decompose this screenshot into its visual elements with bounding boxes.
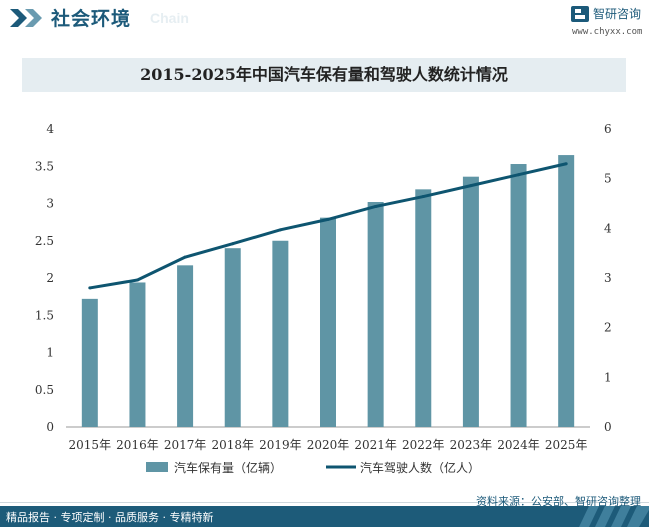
bar xyxy=(510,164,527,427)
left-tick-label: 2 xyxy=(46,271,54,285)
x-tick-label: 2024年 xyxy=(497,438,540,452)
brand-name: 智研咨询 xyxy=(593,7,642,21)
left-tick-label: 1.5 xyxy=(35,308,54,322)
line-point xyxy=(88,286,92,290)
right-tick-label: 5 xyxy=(604,172,612,186)
bar xyxy=(415,189,432,427)
legend-bar-swatch xyxy=(146,462,168,472)
right-tick-label: 3 xyxy=(604,271,612,285)
x-tick-label: 2022年 xyxy=(402,438,445,452)
left-tick-label: 3.5 xyxy=(35,159,54,173)
right-tick-label: 4 xyxy=(604,221,612,235)
bar-series xyxy=(81,155,575,427)
bar xyxy=(177,265,194,427)
bar xyxy=(81,298,98,427)
line-series xyxy=(88,162,568,290)
legend-bar-label: 汽车保有量（亿辆） xyxy=(174,460,282,475)
left-tick-label: 0 xyxy=(46,420,54,434)
bar xyxy=(129,282,146,427)
line-point xyxy=(564,162,568,166)
bottom-bar: 精品报告 · 专项定制 · 品质服务 · 专精特新 xyxy=(0,506,649,527)
bar xyxy=(272,240,289,427)
right-tick-label: 6 xyxy=(604,122,612,136)
right-tick-label: 2 xyxy=(604,321,612,335)
left-tick-label: 4 xyxy=(46,122,54,136)
brand-logo-icon xyxy=(571,6,589,22)
x-tick-label: 2019年 xyxy=(259,438,302,452)
decorative-stripes xyxy=(579,506,649,527)
brand-url: www.chyxx.com xyxy=(572,27,643,37)
line-point xyxy=(135,278,139,282)
legend-line-label: 汽车驾驶人数（亿人） xyxy=(360,460,480,475)
left-tick-label: 1 xyxy=(46,346,54,360)
page-header: 社会环境 Chain 智研咨询 www.chyxx.com xyxy=(0,0,649,44)
x-tick-label: 2020年 xyxy=(307,438,350,452)
line-point xyxy=(231,242,235,246)
line-point xyxy=(326,217,330,221)
x-tick-label: 2016年 xyxy=(116,438,159,452)
slogan: 精品报告 · 专项定制 · 品质服务 · 专精特新 xyxy=(6,511,214,524)
bar xyxy=(558,155,575,427)
line-point xyxy=(183,255,187,259)
section-title: 社会环境 xyxy=(51,8,132,30)
source-note: 资料来源：公安部、智研咨询整理 xyxy=(476,495,641,508)
left-axis-ticks: 0 0.5 1 1.5 2 2.5 3 3.5 4 xyxy=(35,122,54,434)
x-tick-label: 2021年 xyxy=(354,438,397,452)
line-point xyxy=(469,184,473,188)
line-point xyxy=(517,173,521,177)
bar xyxy=(224,248,241,427)
bar xyxy=(320,217,336,427)
line-path xyxy=(89,162,567,290)
right-tick-label: 1 xyxy=(604,370,612,384)
legend: 汽车保有量（亿辆） 汽车驾驶人数（亿人） xyxy=(146,460,480,475)
line-point xyxy=(421,195,425,199)
bar xyxy=(462,176,479,427)
section-title-en: Chain xyxy=(150,10,189,26)
left-tick-label: 2.5 xyxy=(35,234,54,248)
x-tick-label: 2018年 xyxy=(211,438,254,452)
x-tick-label: 2017年 xyxy=(164,438,207,452)
x-tick-label: 2025年 xyxy=(545,438,588,452)
left-tick-label: 3 xyxy=(46,197,54,211)
x-tick-label: 2023年 xyxy=(450,438,493,452)
right-tick-label: 0 xyxy=(604,420,612,434)
right-axis-ticks: 0 1 2 3 4 5 6 xyxy=(604,122,612,434)
footer-divider xyxy=(0,502,649,503)
chevron-right-icon xyxy=(10,9,42,27)
left-tick-label: 0.5 xyxy=(35,383,54,397)
line-point xyxy=(278,228,282,232)
line-point xyxy=(374,204,378,208)
x-axis-ticks: 2015年 2016年 2017年 2018年 2019年 2020年 2021年 2022年… xyxy=(69,438,588,452)
bar xyxy=(367,202,384,427)
chart-title: 2015-2025年中国汽车保有量和驾驶人数统计情况 xyxy=(22,58,626,92)
x-tick-label: 2015年 xyxy=(69,438,112,452)
